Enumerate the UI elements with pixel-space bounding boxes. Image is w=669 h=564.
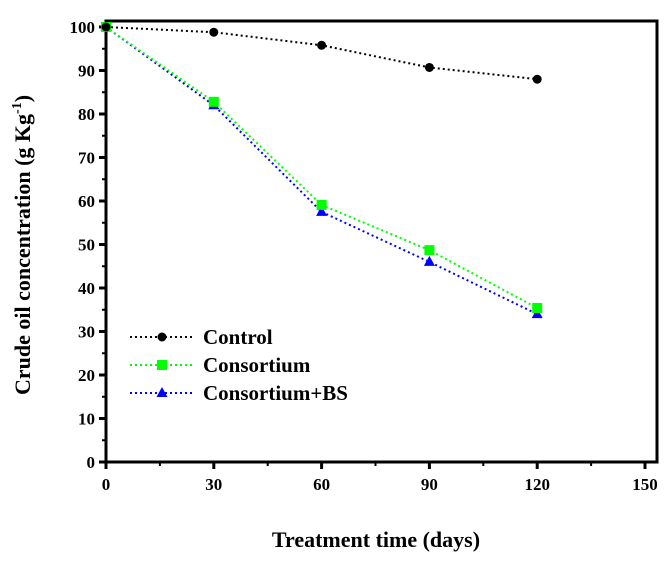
y-tick-label: 100	[70, 18, 96, 37]
x-tick-label: 30	[205, 475, 222, 494]
y-tick-label: 40	[78, 279, 95, 298]
legend-marker	[157, 332, 167, 342]
data-point	[208, 96, 219, 107]
data-point	[316, 199, 327, 210]
data-point	[423, 255, 435, 266]
data-point	[317, 40, 327, 50]
data-point	[424, 245, 435, 256]
y-tick-label: 90	[78, 62, 95, 81]
data-point	[532, 74, 542, 84]
x-tick-label: 120	[524, 475, 550, 494]
y-tick-label: 30	[78, 323, 95, 342]
data-point	[532, 303, 543, 314]
x-tick-label: 150	[632, 475, 658, 494]
data-point	[209, 27, 219, 37]
x-tick-label: 60	[313, 475, 330, 494]
y-axis-label: Crude oil concentration (g Kg-1)	[10, 95, 35, 395]
x-tick-label: 90	[421, 475, 438, 494]
series-line-consortium	[105, 26, 538, 309]
series-line-control	[105, 26, 538, 81]
y-tick-label: 20	[78, 366, 95, 385]
data-point	[424, 62, 434, 72]
y-tick-label: 70	[78, 149, 95, 168]
data-point	[531, 308, 543, 319]
y-tick-label: 0	[87, 453, 96, 472]
y-tick-label: 60	[78, 192, 95, 211]
x-tick-label: 0	[102, 475, 111, 494]
y-tick-label: 80	[78, 105, 95, 124]
legend-label: Consortium+BS	[203, 381, 348, 405]
legend-marker	[156, 387, 168, 397]
y-tick-label: 10	[78, 410, 95, 429]
plot-frame	[104, 19, 659, 464]
x-axis-label: Treatment time (days)	[272, 527, 480, 552]
data-point	[101, 22, 111, 32]
y-tick-label: 50	[78, 236, 95, 255]
legend-label: Consortium	[203, 353, 311, 377]
data-point	[316, 205, 328, 216]
series-line-consortium-bs	[105, 26, 538, 316]
legend-marker	[157, 360, 167, 370]
legend-label: Control	[203, 325, 273, 349]
